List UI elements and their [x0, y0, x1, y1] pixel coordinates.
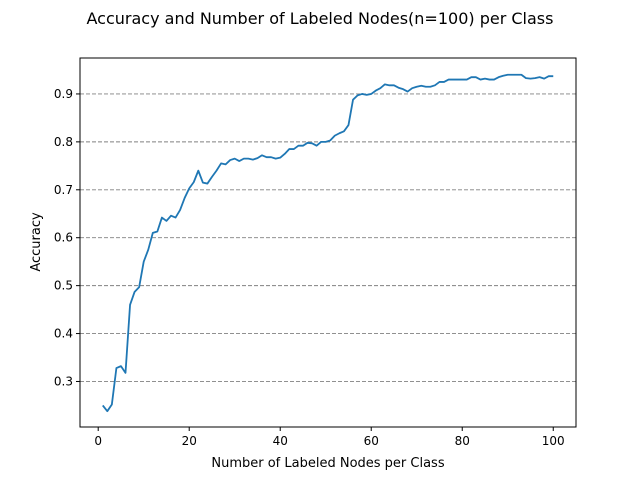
accuracy-series-line	[102, 73, 554, 413]
x-tick-label: 40	[273, 434, 288, 448]
x-tick-label: 100	[542, 434, 565, 448]
x-tick-label: 80	[455, 434, 470, 448]
x-axis-label: Number of Labeled Nodes per Class	[211, 456, 444, 471]
series-layer	[102, 73, 554, 413]
x-tick-label: 20	[182, 434, 197, 448]
y-tick-label: 0.4	[54, 327, 73, 341]
x-tick-label: 60	[364, 434, 379, 448]
chart-title: Accuracy and Number of Labeled Nodes(n=1…	[87, 9, 554, 28]
y-tick-label: 0.5	[54, 279, 73, 293]
y-tick-label: 0.8	[54, 135, 73, 149]
y-tick-label: 0.3	[54, 374, 73, 388]
y-tick-label: 0.6	[54, 231, 73, 245]
y-tick-label: 0.9	[54, 87, 73, 101]
y-axis-label: Accuracy	[29, 212, 44, 272]
y-tick-label: 0.7	[54, 183, 73, 197]
grid-layer	[80, 93, 576, 382]
plot-frame	[79, 57, 577, 428]
tick-layer: 0.3 0.4 0.5 0.6 0.7 0.8 0.9 0 20 40 60 80 100	[54, 87, 565, 448]
x-tick-label: 0	[94, 434, 102, 448]
